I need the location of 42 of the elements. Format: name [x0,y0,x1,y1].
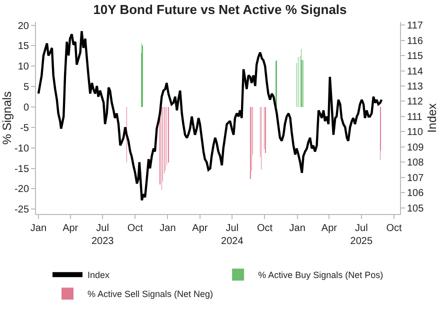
legend-label: % Active Sell Signals (Net Neg) [88,289,214,300]
legend-label: Index [88,270,110,280]
chart-title: 10Y Bond Future vs Net Active % Signals [93,2,347,17]
legend-label: % Active Buy Signals (Net Pos) [258,270,384,280]
y2-tick-label: 109 [407,142,424,154]
x-tick-label: Jul 2024 [221,223,244,247]
x-tick-label: Jan [160,223,176,234]
y-tick-label: 0 [23,102,30,114]
x-tick-label: Jan [289,223,306,234]
y2-tick-label: 105 [407,203,424,214]
x-tick-label: Apr [321,223,338,234]
x-tick-label: Jul 2025 [350,223,373,247]
y2-tick-label: 116 [407,36,424,47]
x-tick-label: Jul 2023 [91,223,114,247]
y2-tick-label: 111 [407,112,423,123]
y2-tick-label: 114 [407,66,424,78]
y-tick-label: 5 [23,82,30,94]
y-tick-label: -20 [14,184,30,196]
y2-tick-label: 115 [407,51,424,62]
y-tick-label: 15 [18,41,30,52]
y-tick-label: -25 [14,204,30,216]
y2-tick-label: 110 [407,127,424,138]
y2-tick-label: 108 [407,158,424,169]
y2-tick-label: 113 [407,82,424,92]
y2-tick-label: 112 [407,96,424,108]
y-tick-label: 20 [18,20,30,32]
line-series [37,30,383,202]
x-tick-label: Apr [62,223,79,234]
x-tick-label: Apr [192,223,208,234]
y2-axis-title: Index [425,103,440,133]
y2-tick-label: 117 [407,20,424,32]
x-tick-label: Oct [256,223,273,234]
x-tick-label: Oct [386,223,402,234]
y-axis-title: % Signals [0,91,14,145]
y2-tick-label: 106 [407,188,424,200]
x-tick-label: Jan [30,223,47,234]
y-tick-label: 10 [18,62,30,73]
y-tick-label: -15 [14,164,30,175]
y2-tick-label: 107 [407,172,424,184]
x-tick-label: Oct [127,223,144,234]
y-tick-label: -5 [20,122,30,134]
y-tick-label: -10 [14,143,30,154]
